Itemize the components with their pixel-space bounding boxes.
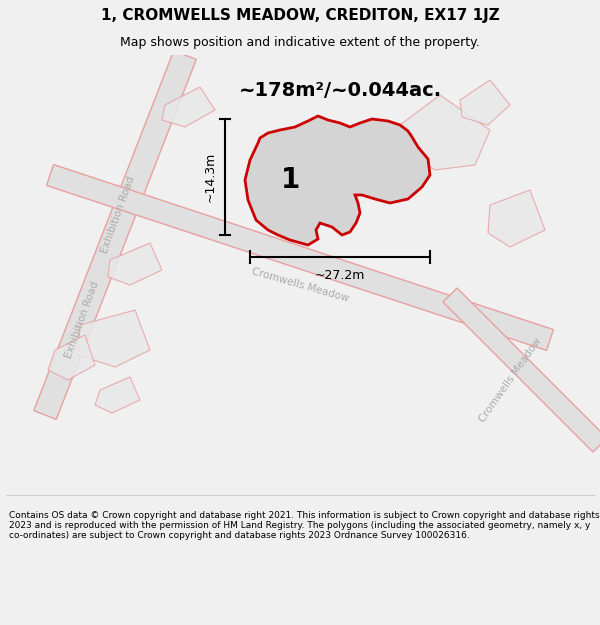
Polygon shape — [34, 51, 196, 419]
Polygon shape — [95, 377, 140, 413]
Text: Cromwells Meadow: Cromwells Meadow — [250, 266, 350, 304]
Text: Map shows position and indicative extent of the property.: Map shows position and indicative extent… — [120, 36, 480, 49]
Polygon shape — [488, 190, 545, 247]
Text: ~14.3m: ~14.3m — [204, 152, 217, 202]
Text: Cromwells Meadow: Cromwells Meadow — [477, 336, 543, 424]
Text: ~27.2m: ~27.2m — [315, 269, 365, 282]
Polygon shape — [78, 310, 150, 367]
Polygon shape — [162, 87, 215, 127]
Polygon shape — [47, 164, 553, 351]
Polygon shape — [460, 80, 510, 125]
Polygon shape — [400, 95, 490, 170]
Text: Exhibition Road: Exhibition Road — [100, 175, 137, 255]
Text: ~178m²/~0.044ac.: ~178m²/~0.044ac. — [238, 81, 442, 99]
Polygon shape — [48, 335, 95, 380]
Text: 1, CROMWELLS MEADOW, CREDITON, EX17 1JZ: 1, CROMWELLS MEADOW, CREDITON, EX17 1JZ — [101, 8, 499, 23]
Polygon shape — [443, 288, 600, 452]
Text: 1: 1 — [280, 166, 299, 194]
Polygon shape — [108, 243, 162, 285]
Polygon shape — [245, 116, 430, 245]
Text: Contains OS data © Crown copyright and database right 2021. This information is : Contains OS data © Crown copyright and d… — [9, 511, 599, 541]
Text: Exhibition Road: Exhibition Road — [64, 280, 101, 360]
